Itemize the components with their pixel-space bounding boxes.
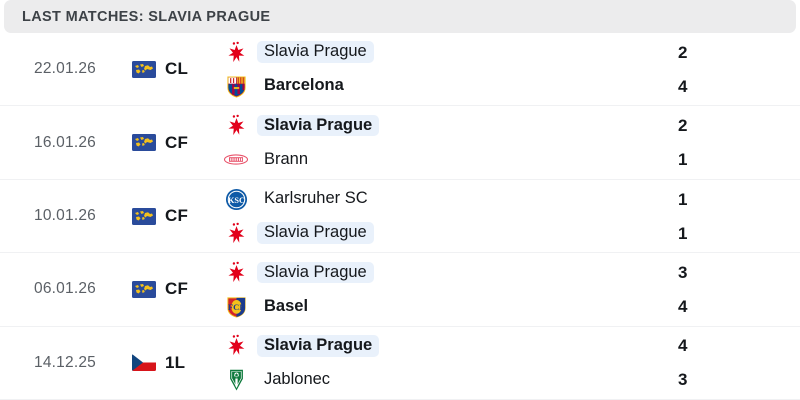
score-value: 1 — [678, 150, 688, 170]
competition-cell[interactable]: CF — [130, 133, 220, 153]
competition-code: CF — [165, 279, 189, 299]
team-line[interactable]: Slavia Prague — [222, 114, 615, 138]
competition-code: CF — [165, 132, 189, 152]
teams-cell: Slavia Prague Jablonec — [220, 334, 615, 392]
match-date: 16.01.26 — [34, 133, 96, 151]
slavia-prague-logo — [227, 114, 244, 136]
international-flag — [132, 60, 156, 78]
brann-logo — [224, 154, 248, 165]
international-flag — [132, 280, 156, 298]
international-flag — [132, 134, 156, 152]
score-value: 3 — [678, 370, 688, 390]
score-value: 4 — [678, 296, 688, 316]
team-line[interactable]: Jablonec — [222, 368, 615, 392]
slavia-prague-logo — [227, 335, 244, 356]
score-value: 1 — [678, 189, 688, 209]
team-line[interactable]: KSC Karlsruher SC — [222, 187, 615, 211]
page-title: LAST MATCHES: SLAVIA PRAGUE — [22, 8, 271, 25]
match-row[interactable]: 14.12.25 1L Slavia Prague Jablonec 4 3 — [0, 326, 800, 400]
jablonec-logo — [229, 370, 243, 391]
svg-text:FCB: FCB — [227, 302, 244, 312]
karlsruher-sc-logo: KSC — [225, 188, 247, 210]
competition-cell[interactable]: CF — [130, 279, 220, 299]
score-value: 4 — [678, 336, 688, 356]
match-date: 06.01.26 — [34, 280, 96, 298]
international-flag — [132, 207, 156, 225]
slavia-prague-logo — [222, 260, 250, 284]
slavia-prague-logo — [222, 221, 250, 245]
match-date: 10.01.26 — [34, 207, 96, 225]
slavia-prague-logo — [227, 41, 244, 62]
team-line[interactable]: Slavia Prague — [222, 334, 615, 358]
score-value: 2 — [678, 42, 688, 62]
international-flag — [132, 134, 156, 152]
team-name[interactable]: Basel — [264, 296, 309, 315]
team-name[interactable]: Brann — [264, 149, 309, 168]
brann-logo — [222, 148, 250, 172]
team-line[interactable]: FCB Basel — [222, 294, 615, 318]
team-name[interactable]: Slavia Prague — [257, 261, 374, 284]
slavia-prague-logo — [227, 261, 244, 283]
competition-code: CL — [165, 59, 189, 79]
team-line[interactable]: Brann — [222, 148, 615, 172]
karlsruher-sc-logo: KSC — [222, 187, 250, 211]
international-flag — [132, 280, 156, 298]
barcelona-logo — [222, 74, 250, 98]
match-list: 22.01.26 CL Slavia Prague Barcelona 2 4 16.01.… — [0, 33, 800, 400]
score-value: 1 — [678, 223, 688, 243]
team-line[interactable]: Barcelona — [222, 74, 615, 98]
teams-cell: Slavia Prague FCB Basel — [220, 260, 615, 318]
basel-logo: FCB — [226, 297, 246, 318]
barcelona-logo — [226, 76, 246, 98]
international-flag — [132, 207, 156, 225]
team-name[interactable]: Slavia Prague — [257, 335, 380, 357]
slavia-prague-logo — [227, 222, 244, 243]
team-line[interactable]: Slavia Prague — [222, 40, 615, 64]
teams-cell: KSC Karlsruher SC Slavia Prague — [220, 187, 615, 245]
competition-code: CF — [165, 206, 189, 226]
teams-cell: Slavia Prague Brann — [220, 114, 615, 172]
jablonec-logo — [222, 368, 250, 392]
czech-republic-flag — [132, 354, 156, 372]
czech-republic-flag — [132, 354, 156, 372]
team-name[interactable]: Slavia Prague — [257, 222, 374, 244]
score-value: 4 — [678, 76, 688, 96]
match-date: 22.01.26 — [34, 60, 96, 78]
competition-cell[interactable]: CL — [130, 59, 220, 79]
svg-text:KSC: KSC — [228, 195, 245, 204]
slavia-prague-logo — [222, 114, 250, 138]
team-name[interactable]: Jablonec — [264, 370, 331, 389]
widget-header: LAST MATCHES: SLAVIA PRAGUE — [4, 0, 796, 33]
slavia-prague-logo — [222, 334, 250, 358]
team-line[interactable]: Slavia Prague — [222, 260, 615, 284]
international-flag — [132, 60, 156, 78]
match-row[interactable]: 10.01.26 CF KSC Karlsruher SC Slavia Prague 1… — [0, 179, 800, 254]
team-line[interactable]: Slavia Prague — [222, 221, 615, 245]
match-date: 14.12.25 — [34, 353, 96, 371]
team-name[interactable]: Barcelona — [264, 76, 344, 95]
slavia-prague-logo — [222, 40, 250, 64]
competition-cell[interactable]: CF — [130, 206, 220, 226]
basel-logo: FCB — [222, 294, 250, 318]
score-value: 3 — [678, 262, 688, 282]
competition-cell[interactable]: 1L — [130, 353, 220, 373]
team-name[interactable]: Slavia Prague — [257, 114, 380, 137]
score-value: 2 — [678, 116, 688, 136]
match-row[interactable]: 22.01.26 CL Slavia Prague Barcelona 2 4 — [0, 33, 800, 107]
team-name[interactable]: Karlsruher SC — [264, 189, 368, 208]
teams-cell: Slavia Prague Barcelona — [220, 40, 615, 98]
match-row[interactable]: 06.01.26 CF Slavia Prague FCB Basel 3 4 — [0, 253, 800, 327]
competition-code: 1L — [165, 352, 186, 372]
match-row[interactable]: 16.01.26 CF Slavia Prague Brann 2 1 — [0, 106, 800, 180]
team-name[interactable]: Slavia Prague — [257, 41, 374, 63]
